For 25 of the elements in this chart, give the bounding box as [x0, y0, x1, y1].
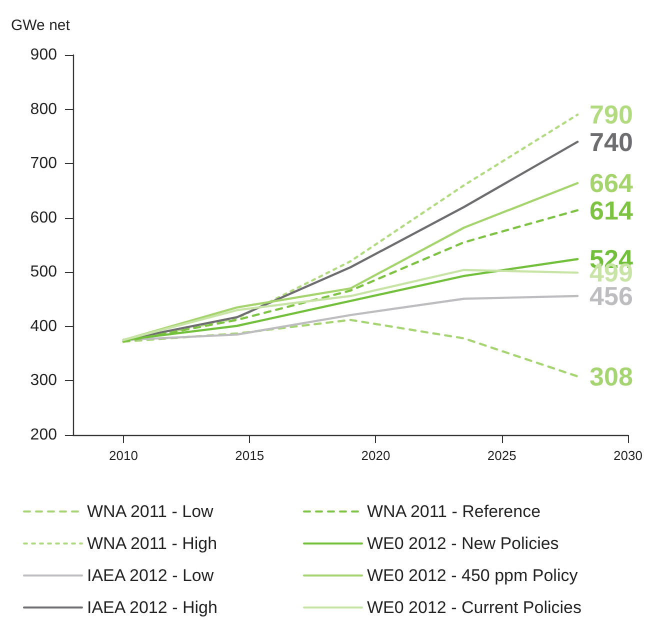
x-tick-label: 2030 — [614, 448, 642, 463]
legend-label: WE0 2012 - Current Policies — [367, 598, 582, 617]
y-tick-label: 600 — [30, 209, 58, 226]
line-series — [122, 209, 579, 343]
data-label: 308 — [590, 361, 633, 392]
legend-label: WNA 2011 - High — [87, 534, 218, 553]
y-axis-title: GWe net — [11, 17, 71, 34]
legend-label: WE0 2012 - New Policies — [367, 534, 559, 553]
x-tick-label: 2020 — [361, 448, 390, 463]
y-tick-label: 400 — [30, 318, 58, 335]
legend-label: WE0 2012 - 450 ppm Policy — [367, 566, 578, 585]
y-tick-label: 500 — [30, 264, 58, 281]
x-tick-label: 2010 — [108, 448, 138, 463]
legend-label: WNA 2011 - Low — [87, 502, 214, 521]
x-tick-label: 2025 — [487, 448, 516, 463]
y-tick-label: 200 — [30, 426, 58, 444]
y-tick-label: 300 — [30, 372, 58, 390]
legend-label: WNA 2011 - Reference — [367, 502, 541, 521]
y-tick-label: 700 — [30, 155, 58, 172]
legend-label: IAEA 2012 - High — [87, 598, 218, 617]
legend-label: IAEA 2012 - Low — [87, 566, 214, 585]
y-tick-label: 800 — [30, 100, 58, 118]
x-tick-label: 2015 — [235, 448, 264, 463]
y-tick-label: 900 — [30, 46, 58, 64]
data-label: 456 — [590, 281, 633, 312]
